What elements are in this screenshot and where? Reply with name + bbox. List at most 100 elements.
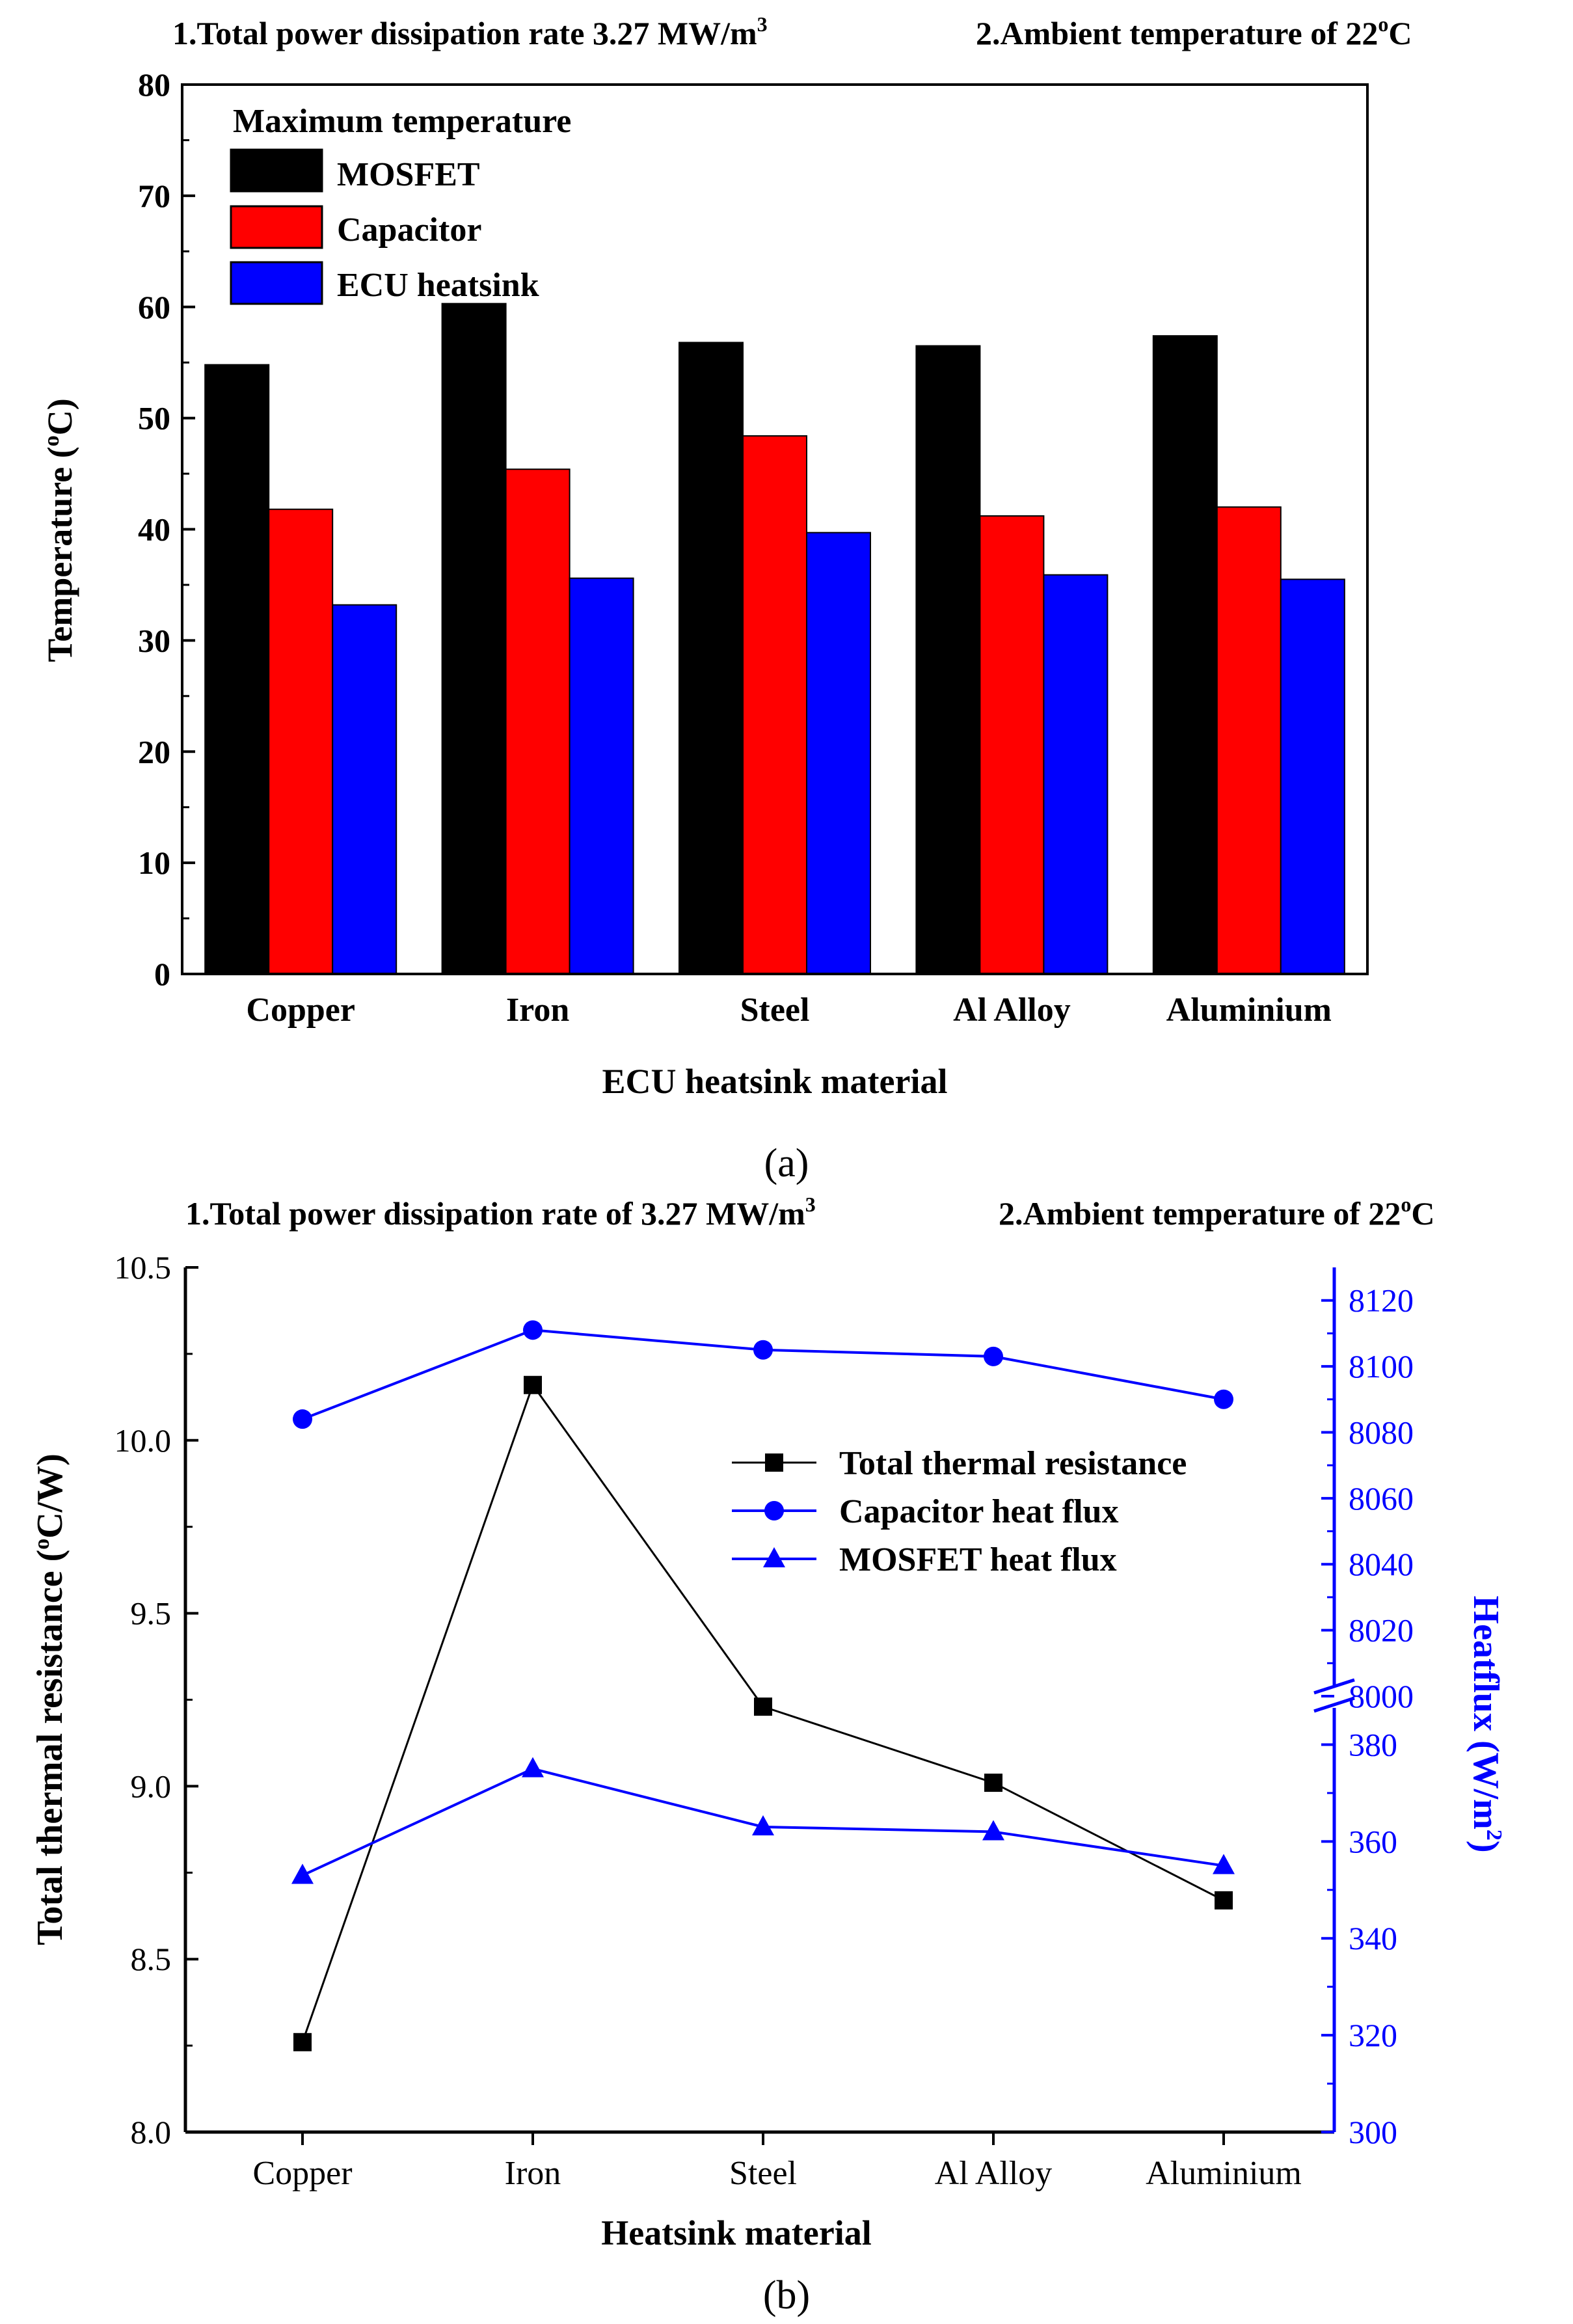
point-total-thermal-resistance-iron: [524, 1375, 542, 1394]
bar-mosfet-steel: [679, 342, 744, 975]
legend-marker-square: [765, 1453, 783, 1472]
legend-swatch-ecu-heatsink: [230, 261, 323, 305]
y-tick-label-80: 80: [138, 66, 170, 103]
y-tick-label-10: 10: [138, 844, 170, 881]
left-tick-label-10-5: 10.5: [114, 1249, 172, 1286]
right-tick-label-8120: 8120: [1349, 1282, 1414, 1319]
point-total-thermal-resistance-steel: [754, 1697, 772, 1716]
x-tick-label-steel: Steel: [740, 992, 810, 1029]
right-tick-label-360: 360: [1349, 1823, 1397, 1859]
right-tick-label-300: 300: [1349, 2114, 1397, 2150]
point-capacitor-heat-flux-copper: [293, 1409, 312, 1429]
point-total-thermal-resistance-copper: [293, 2033, 312, 2051]
right-tick-label-8080: 8080: [1349, 1414, 1414, 1450]
bar-capacitor-aluminium: [1216, 506, 1282, 975]
point-total-thermal-resistance-aluminium: [1215, 1891, 1233, 1910]
bar-ecu-heatsink-iron: [569, 577, 634, 975]
legend-label-mosfet: MOSFET: [337, 156, 480, 193]
point-capacitor-heat-flux-aluminium: [1214, 1389, 1233, 1409]
x-tick-label-steel: Steel: [729, 2155, 797, 2192]
figure-b-series: [291, 1320, 1235, 2051]
bar-mosfet-iron: [441, 303, 507, 975]
bar-ecu-heatsink-copper: [332, 604, 397, 975]
figure-b: 1.Total power dissipation rate of 3.27 M…: [30, 1193, 1506, 2317]
figure-b-x-axis-label: Heatsink material: [601, 2213, 871, 2252]
bar-mosfet-aluminium: [1152, 335, 1218, 975]
legend-marker-circle: [764, 1501, 784, 1520]
figure-b-note-2: 2.Ambient temperature of 22oC: [999, 1193, 1435, 1232]
bar-mosfet-al-alloy: [915, 345, 981, 975]
legend-label-thermal-resistance: Total thermal resistance: [839, 1445, 1187, 1482]
point-capacitor-heat-flux-iron: [523, 1320, 543, 1340]
figure-b-caption: (b): [763, 2273, 810, 2317]
legend-label-mosfet-flux: MOSFET heat flux: [839, 1541, 1117, 1578]
point-mosfet-heat-flux-copper: [291, 1863, 314, 1884]
right-tick-label-380: 380: [1349, 1726, 1397, 1763]
x-tick-label-copper: Copper: [252, 2155, 352, 2192]
figure-b-note-1: 1.Total power dissipation rate of 3.27 M…: [185, 1193, 816, 1232]
figure-b-legend: Total thermal resistance Capacitor heat …: [732, 1445, 1187, 1578]
x-tick-label-aluminium: Aluminium: [1146, 2155, 1302, 2192]
x-tick-label-iron: Iron: [506, 992, 569, 1029]
figure-a: 1.Total power dissipation rate 3.27 MW/m…: [40, 12, 1412, 1185]
point-mosfet-heat-flux-iron: [522, 1757, 544, 1777]
bar-capacitor-copper: [268, 508, 334, 975]
x-tick-label-copper: Copper: [246, 992, 355, 1029]
bar-capacitor-iron: [505, 468, 571, 975]
right-tick-label-8040: 8040: [1349, 1546, 1414, 1582]
y-tick-label-60: 60: [138, 289, 170, 325]
right-tick-label-8060: 8060: [1349, 1480, 1414, 1517]
bar-capacitor-al-alloy: [979, 515, 1045, 975]
y-tick-label-50: 50: [138, 400, 170, 437]
point-capacitor-heat-flux-al-alloy: [984, 1346, 1003, 1366]
y-tick-label-30: 30: [138, 622, 170, 658]
x-tick-label-al-alloy: Al Alloy: [953, 992, 1071, 1029]
figure-b-right-axis-label: Heatflux (W/m2): [1466, 1596, 1506, 1853]
bar-ecu-heatsink-aluminium: [1280, 578, 1345, 975]
figure-a-legend: Maximum temperature MOSFET Capacitor ECU…: [230, 103, 571, 305]
point-mosfet-heat-flux-aluminium: [1213, 1854, 1235, 1874]
bar-capacitor-steel: [742, 435, 807, 975]
point-capacitor-heat-flux-steel: [753, 1340, 773, 1360]
bar-ecu-heatsink-steel: [806, 532, 871, 975]
right-tick-label-8000: 8000: [1349, 1678, 1414, 1714]
point-total-thermal-resistance-al-alloy: [984, 1774, 1002, 1792]
bar-mosfet-copper: [204, 364, 270, 975]
figure-a-y-axis-label: Temperature (oC): [40, 398, 79, 662]
bar-ecu-heatsink-al-alloy: [1043, 574, 1109, 975]
x-tick-label-aluminium: Aluminium: [1166, 992, 1332, 1029]
legend-label-capacitor: Capacitor: [337, 211, 481, 249]
legend-swatch-capacitor: [230, 205, 323, 249]
legend-label-ecu-heatsink: ECU heatsink: [337, 267, 539, 304]
legend-swatch-mosfet: [230, 148, 323, 193]
legend-marker-triangle: [763, 1547, 785, 1567]
figure-b-left-axis-label: Total thermal resistance (oC/W): [30, 1453, 70, 1945]
y-tick-label-70: 70: [138, 178, 170, 214]
point-mosfet-heat-flux-steel: [752, 1815, 774, 1835]
y-tick-label-0: 0: [154, 956, 170, 992]
figure-a-caption: (a): [764, 1141, 809, 1185]
y-tick-label-40: 40: [138, 511, 170, 548]
point-mosfet-heat-flux-al-alloy: [982, 1820, 1004, 1841]
figure-b-x-axis: Copper Iron Steel Al Alloy Aluminium: [252, 2132, 1302, 2192]
x-tick-label-al-alloy: Al Alloy: [935, 2155, 1053, 2192]
left-tick-label-9-0: 9.0: [131, 1768, 172, 1804]
figure-b-left-axis: 8.0 8.5 9.0 9.5 10.0 10.5: [114, 1249, 198, 2150]
figure-a-note-1: 1.Total power dissipation rate 3.27 MW/m…: [172, 12, 768, 51]
figure-b-right-axis: 300 320 340 360 380 8000 8020 8040 8060 8080 8100 8…: [1321, 1282, 1414, 2150]
figure-a-x-axis-label: ECU heatsink material: [602, 1062, 948, 1101]
left-tick-label-9-5: 9.5: [131, 1595, 172, 1632]
right-tick-label-340: 340: [1349, 1920, 1397, 1956]
right-tick-label-8020: 8020: [1349, 1612, 1414, 1649]
right-tick-label-320: 320: [1349, 2017, 1397, 2053]
x-tick-label-iron: Iron: [505, 2155, 561, 2192]
y-tick-label-20: 20: [138, 733, 170, 770]
axis-break-icon: [1313, 1678, 1355, 1713]
right-tick-label-8100: 8100: [1349, 1348, 1414, 1385]
left-tick-label-8-0: 8.0: [131, 2114, 172, 2150]
left-tick-label-10-0: 10.0: [114, 1422, 172, 1459]
legend-label-capacitor-flux: Capacitor heat flux: [839, 1493, 1118, 1530]
left-tick-label-8-5: 8.5: [131, 1941, 172, 1977]
figure-a-x-axis: Copper Iron Steel Al Alloy Aluminium: [246, 992, 1332, 1029]
